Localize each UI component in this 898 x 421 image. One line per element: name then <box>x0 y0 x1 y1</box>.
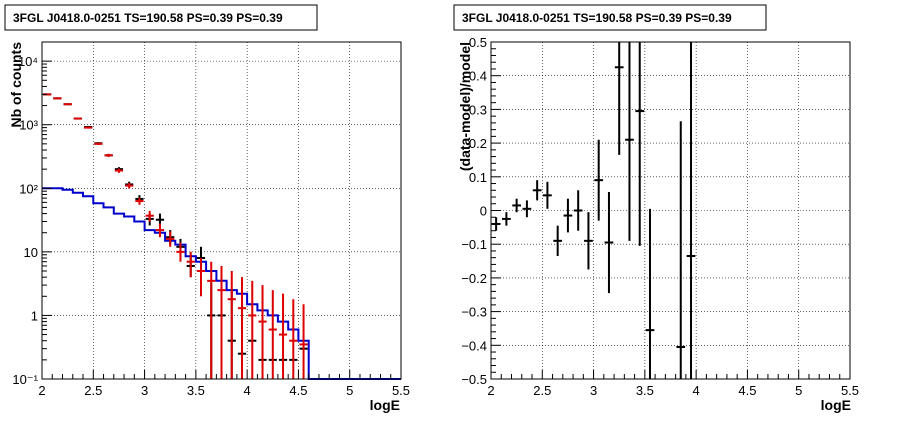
left-y-axis-title: Nb of counts <box>8 42 24 128</box>
left-x-tick-label: 4.5 <box>289 383 307 398</box>
residual-point <box>625 42 634 241</box>
residual-point <box>512 198 522 213</box>
left-x-tick-label: 5.5 <box>392 383 410 398</box>
left-y-tick-label: 10⁻¹ <box>12 372 38 387</box>
left-x-tick-label: 4 <box>244 383 251 398</box>
model-point <box>268 290 277 379</box>
model-point <box>299 304 308 379</box>
right-y-axis-title: (data-model)/model <box>457 42 473 171</box>
model-point <box>176 242 185 262</box>
left-panel: 3FGL J0418.0-0251 TS=190.58 PS=0.39 PS=0… <box>4 4 410 413</box>
left-data-points <box>43 93 308 379</box>
right-y-tick-label: −0.2 <box>461 271 487 286</box>
right-y-tick-label: 0.5 <box>469 35 487 50</box>
left-x-tick-label: 3.5 <box>187 383 205 398</box>
right-plot-frame <box>490 41 851 380</box>
left-x-tick-label: 2 <box>38 383 45 398</box>
model-point <box>248 280 257 379</box>
residual-point <box>635 42 645 246</box>
residual-point <box>553 225 563 256</box>
residual-point <box>604 191 614 294</box>
residual-point <box>594 139 604 221</box>
residual-point <box>676 121 686 379</box>
right-x-tick-label: 5.5 <box>841 383 859 398</box>
model-point <box>53 97 62 100</box>
left-y-tick-label: 10 <box>24 245 38 260</box>
right-panel: 3FGL J0418.0-0251 TS=190.58 PS=0.39 PS=0… <box>453 4 859 413</box>
left-y-tick-label: 1 <box>31 308 38 323</box>
residual-point <box>522 200 532 218</box>
model-point <box>289 299 298 379</box>
right-x-tick-label: 5 <box>795 383 802 398</box>
residual-point <box>686 42 696 379</box>
model-point <box>237 277 247 379</box>
right-grid <box>491 42 850 379</box>
model-point <box>104 153 113 157</box>
model-point <box>166 231 175 247</box>
model-point <box>135 197 144 205</box>
model-point <box>258 285 267 379</box>
model-point <box>186 251 195 278</box>
model-point <box>145 210 154 222</box>
model-point <box>114 168 124 173</box>
model-point <box>227 270 236 379</box>
left-model-histogram <box>42 187 401 380</box>
right-y-tick-label: 0.3 <box>469 102 487 117</box>
model-point <box>73 117 83 120</box>
model-histogram-line <box>42 187 401 380</box>
model-point <box>63 103 72 106</box>
right-chart-title: 3FGL J0418.0-0251 TS=190.58 PS=0.39 PS=0… <box>462 11 732 25</box>
left-x-tick-label: 5 <box>346 383 353 398</box>
left-x-axis-title: logE <box>370 397 400 413</box>
residual-point <box>573 190 583 231</box>
left-x-tick-label: 2.5 <box>84 383 102 398</box>
left-title-frame <box>4 4 318 31</box>
right-x-tick-label: 2.5 <box>533 383 551 398</box>
right-y-tick-label: −0.1 <box>461 237 487 252</box>
residual-point <box>532 180 542 201</box>
right-y-tick-label: 0 <box>480 204 487 219</box>
right-y-tick-label: −0.5 <box>461 372 487 387</box>
right-residual-points <box>491 42 696 379</box>
residual-point <box>614 42 624 155</box>
right-x-tick-label: 4.5 <box>738 383 756 398</box>
right-y-tick-label: −0.3 <box>461 305 487 320</box>
right-x-axis-title: logE <box>821 397 851 413</box>
left-y-tick-label: 10⁴ <box>18 54 38 69</box>
right-title-box: 3FGL J0418.0-0251 TS=190.58 PS=0.39 PS=0… <box>453 4 767 31</box>
right-x-tick-label: 4 <box>693 383 700 398</box>
model-point <box>196 258 206 297</box>
model-point <box>94 142 103 145</box>
left-plot-frame <box>41 41 402 380</box>
model-point <box>278 293 288 379</box>
residual-point <box>584 212 593 270</box>
model-point <box>207 261 216 379</box>
residual-point <box>543 181 552 209</box>
right-y-tick-label: 0.4 <box>469 69 487 84</box>
residual-point <box>502 212 511 226</box>
left-y-tick-label: 10² <box>19 181 38 196</box>
left-grid <box>42 42 401 379</box>
right-x-tick-label: 2 <box>487 383 494 398</box>
left-x-tick-label: 3 <box>141 383 148 398</box>
right-y-tick-label: 0.1 <box>469 170 487 185</box>
model-point <box>125 183 134 189</box>
residual-point <box>563 198 573 233</box>
right-axis-ticks: 2 2.5 3 3.5 4 4.5 5 5.5 −0.5 −0.4 −0.3 −0.2 −0.1 0 0.1… <box>461 35 859 398</box>
left-chart-title: 3FGL J0418.0-0251 TS=190.58 PS=0.39 PS=0… <box>13 11 283 25</box>
left-y-tick-label: 10³ <box>19 118 38 133</box>
right-title-frame <box>453 4 767 31</box>
right-x-tick-label: 3 <box>590 383 597 398</box>
model-point <box>155 223 165 238</box>
right-x-tick-label: 3.5 <box>636 383 654 398</box>
model-point <box>84 126 93 129</box>
model-point <box>217 265 226 379</box>
left-title-box: 3FGL J0418.0-0251 TS=190.58 PS=0.39 PS=0… <box>4 4 318 31</box>
residual-point <box>645 208 655 379</box>
right-y-tick-label: 0.2 <box>469 136 487 151</box>
right-y-tick-label: −0.4 <box>461 338 487 353</box>
left-axis-ticks: 2 2.5 3 3.5 4 4.5 5 5.5 10⁻¹ 1 10 10² 10³ 10⁴ <box>12 41 410 398</box>
